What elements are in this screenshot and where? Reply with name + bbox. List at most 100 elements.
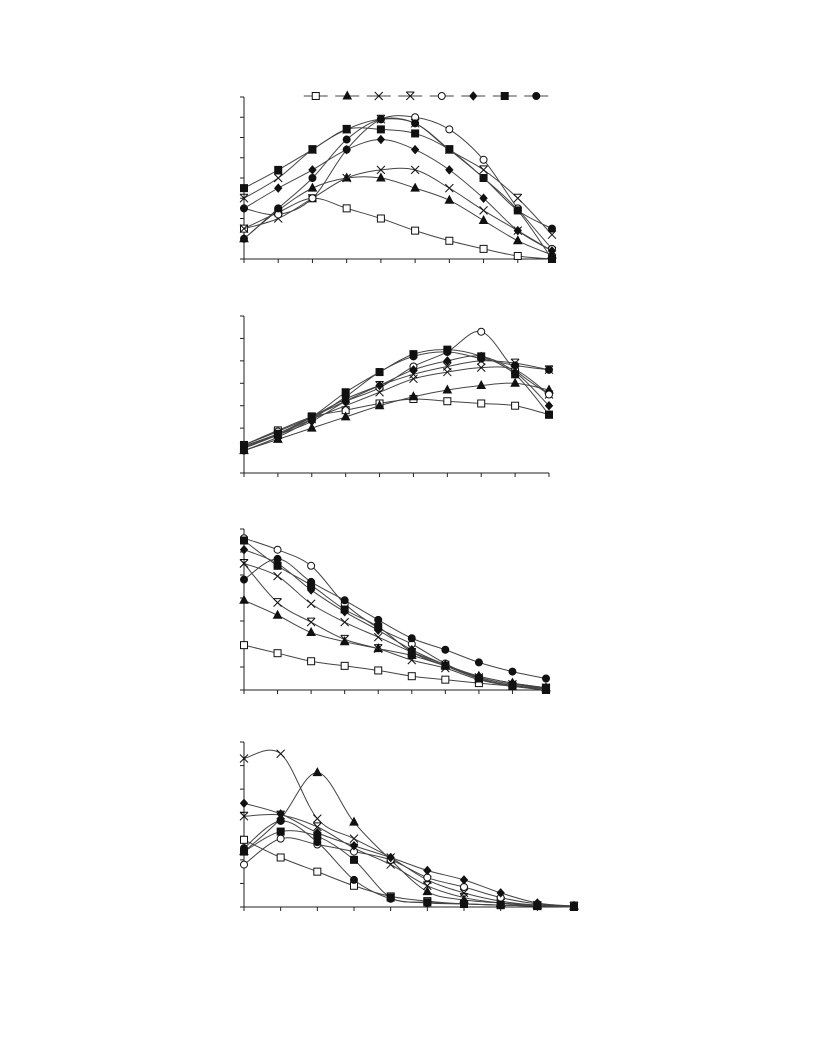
series-line xyxy=(243,558,547,679)
marker xyxy=(445,125,454,134)
marker xyxy=(422,881,432,891)
marker xyxy=(276,816,285,825)
marker xyxy=(340,661,349,670)
marker xyxy=(276,853,285,862)
legend-marker xyxy=(437,92,446,100)
marker xyxy=(542,686,550,694)
marker xyxy=(512,235,523,245)
marker xyxy=(442,384,453,394)
marker xyxy=(513,206,522,215)
marker xyxy=(239,559,249,568)
marker xyxy=(477,327,486,336)
marker xyxy=(545,365,553,374)
series-line xyxy=(243,382,550,452)
marker xyxy=(340,617,350,627)
marker xyxy=(496,901,505,910)
marker xyxy=(313,867,322,876)
marker xyxy=(307,561,316,570)
marker xyxy=(422,886,433,896)
marker xyxy=(511,401,520,410)
marker xyxy=(373,644,383,653)
marker xyxy=(570,903,578,911)
marker xyxy=(307,577,316,586)
marker xyxy=(375,368,384,377)
marker xyxy=(373,632,383,642)
marker xyxy=(349,840,359,851)
legend-marker xyxy=(500,92,509,100)
marker xyxy=(239,811,249,821)
marker xyxy=(340,411,351,421)
marker xyxy=(306,626,316,636)
marker xyxy=(444,183,454,193)
marker xyxy=(441,661,450,670)
marker xyxy=(477,399,486,408)
marker xyxy=(409,365,418,375)
legend-marker xyxy=(405,91,415,101)
marker xyxy=(239,224,249,233)
marker xyxy=(545,410,553,419)
marker xyxy=(276,749,286,759)
marker xyxy=(342,135,351,144)
marker xyxy=(312,814,322,823)
marker xyxy=(342,204,351,213)
marker xyxy=(441,645,450,654)
line-chart xyxy=(239,528,551,694)
marker xyxy=(544,400,554,411)
marker xyxy=(376,115,385,124)
marker xyxy=(386,894,395,903)
marker xyxy=(240,536,248,545)
series-line xyxy=(243,563,547,690)
series-line xyxy=(243,127,553,260)
marker xyxy=(445,145,454,154)
marker xyxy=(445,165,454,175)
marker xyxy=(513,225,522,236)
series-line xyxy=(243,644,547,689)
marker xyxy=(349,816,359,826)
series-line xyxy=(243,349,550,447)
marker xyxy=(407,672,416,681)
series-line xyxy=(243,117,553,240)
marker xyxy=(443,397,452,406)
marker xyxy=(239,594,249,604)
marker xyxy=(313,838,322,847)
marker xyxy=(513,193,523,203)
legend-marker xyxy=(469,91,478,101)
marker xyxy=(407,634,416,643)
marker xyxy=(307,182,318,192)
series-line xyxy=(243,355,550,448)
series-line xyxy=(243,197,553,260)
marker xyxy=(513,251,522,260)
marker xyxy=(409,352,418,361)
marker xyxy=(423,898,432,907)
line-chart xyxy=(239,315,554,477)
marker xyxy=(441,675,450,684)
marker xyxy=(478,214,489,225)
marker xyxy=(479,193,488,204)
marker xyxy=(239,203,249,214)
marker xyxy=(273,554,282,563)
marker xyxy=(410,182,420,192)
marker xyxy=(274,165,283,174)
marker xyxy=(240,835,248,844)
marker xyxy=(548,224,556,233)
series-line xyxy=(243,820,575,908)
marker xyxy=(408,391,419,401)
marker xyxy=(374,666,383,675)
marker xyxy=(460,899,468,908)
series-line xyxy=(243,351,550,452)
marker xyxy=(239,544,249,555)
marker xyxy=(342,144,351,155)
series-line xyxy=(243,360,550,447)
marker xyxy=(342,125,351,134)
marker xyxy=(240,844,248,853)
legend-marker xyxy=(342,90,353,100)
marker xyxy=(276,834,285,843)
marker xyxy=(240,641,248,650)
legend-marker xyxy=(532,92,541,100)
line-chart xyxy=(239,90,557,263)
series-line xyxy=(243,540,547,691)
marker xyxy=(445,236,454,245)
marker xyxy=(547,246,557,256)
marker xyxy=(476,379,487,390)
